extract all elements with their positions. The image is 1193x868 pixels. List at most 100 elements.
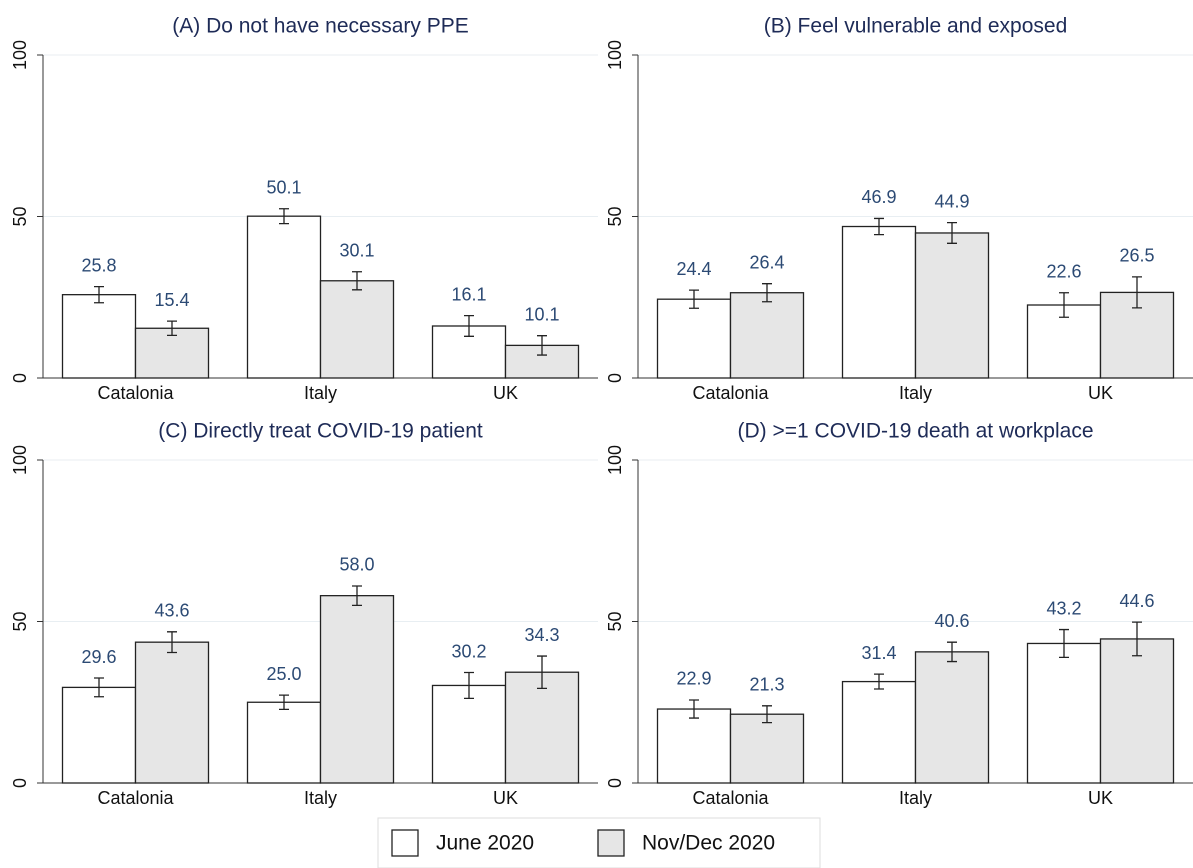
error-bar <box>464 315 474 337</box>
error-bar <box>689 699 699 719</box>
bar <box>656 708 732 784</box>
value-label: 25.0 <box>266 664 301 684</box>
value-label: 10.1 <box>524 304 559 324</box>
bar <box>1026 642 1102 784</box>
bar <box>914 232 990 379</box>
x-tick-label: Catalonia <box>692 788 769 808</box>
chart-title: (B) Feel vulnerable and exposed <box>764 15 1068 38</box>
y-tick-label: 50 <box>10 206 30 226</box>
error-bar <box>947 641 957 663</box>
error-bar <box>94 677 104 698</box>
x-tick-label: Italy <box>304 788 337 808</box>
error-bar <box>874 673 884 690</box>
bar <box>1099 638 1175 784</box>
value-label: 31.4 <box>861 643 896 663</box>
error-bar <box>762 283 772 303</box>
error-bar <box>279 694 289 711</box>
value-label: 25.8 <box>81 255 116 275</box>
value-label: 44.9 <box>934 191 969 211</box>
error-bar <box>689 289 699 309</box>
value-label: 24.4 <box>676 259 711 279</box>
error-bar <box>279 208 289 225</box>
error-bar <box>1059 628 1069 659</box>
x-tick-label: UK <box>1088 383 1113 403</box>
error-bar <box>762 705 772 724</box>
legend-label: June 2020 <box>436 832 534 855</box>
error-bar <box>1132 621 1142 657</box>
x-tick-label: Italy <box>899 383 932 403</box>
y-tick-label: 100 <box>10 40 30 70</box>
value-label: 58.0 <box>339 555 374 575</box>
x-tick-label: UK <box>493 788 518 808</box>
chart-title: (A) Do not have necessary PPE <box>172 15 468 38</box>
value-label: 16.1 <box>451 284 486 304</box>
value-label: 43.6 <box>154 601 189 621</box>
bar <box>504 344 580 379</box>
bar <box>431 684 507 784</box>
y-tick-label: 100 <box>605 445 625 475</box>
error-bar <box>874 217 884 236</box>
error-bar <box>1132 276 1142 309</box>
value-label: 34.3 <box>524 625 559 645</box>
y-tick-label: 50 <box>605 206 625 226</box>
error-bar <box>537 335 547 356</box>
y-tick-label: 50 <box>605 611 625 631</box>
value-label: 15.4 <box>154 290 189 310</box>
bar <box>134 641 210 784</box>
y-tick-label: 100 <box>10 445 30 475</box>
error-bar <box>167 320 177 337</box>
bar <box>246 215 322 379</box>
error-bar <box>352 271 362 291</box>
bar <box>61 294 137 379</box>
bar <box>134 327 210 379</box>
error-bar <box>352 585 362 606</box>
bar <box>729 292 805 379</box>
y-tick-label: 0 <box>10 373 30 383</box>
bar <box>914 651 990 784</box>
bar <box>61 686 137 784</box>
bar <box>319 595 395 784</box>
value-label: 22.9 <box>676 669 711 689</box>
bar <box>841 225 917 379</box>
value-label: 29.6 <box>81 647 116 667</box>
x-tick-label: Italy <box>899 788 932 808</box>
y-tick-label: 0 <box>605 373 625 383</box>
x-tick-label: Italy <box>304 383 337 403</box>
value-label: 26.5 <box>1119 246 1154 266</box>
x-tick-label: Catalonia <box>692 383 769 403</box>
error-bar <box>167 631 177 654</box>
bar <box>504 671 580 784</box>
chart-title: (C) Directly treat COVID-19 patient <box>158 420 483 443</box>
value-label: 22.6 <box>1046 261 1081 281</box>
error-bar <box>464 671 474 700</box>
y-tick-label: 0 <box>10 778 30 788</box>
error-bar <box>537 655 547 690</box>
legend-label: Nov/Dec 2020 <box>642 832 775 855</box>
x-tick-label: UK <box>1088 788 1113 808</box>
value-label: 43.2 <box>1046 598 1081 618</box>
value-label: 44.6 <box>1119 591 1154 611</box>
error-bar <box>94 285 104 304</box>
bar <box>656 298 732 379</box>
chart-title: (D) >=1 COVID-19 death at workplace <box>738 420 1094 443</box>
value-label: 40.6 <box>934 611 969 631</box>
bar <box>841 680 917 784</box>
y-tick-label: 100 <box>605 40 625 70</box>
error-bar <box>947 221 957 244</box>
bar <box>246 701 322 784</box>
value-label: 46.9 <box>861 187 896 207</box>
y-tick-label: 50 <box>10 611 30 631</box>
value-label: 21.3 <box>749 675 784 695</box>
value-label: 50.1 <box>266 177 301 197</box>
bar <box>729 713 805 784</box>
y-tick-label: 0 <box>605 778 625 788</box>
value-label: 26.4 <box>749 252 784 272</box>
legend-swatch <box>391 829 419 857</box>
error-bar <box>1059 292 1069 318</box>
x-tick-label: Catalonia <box>97 788 174 808</box>
x-tick-label: Catalonia <box>97 383 174 403</box>
bar <box>319 280 395 379</box>
x-tick-label: UK <box>493 383 518 403</box>
value-label: 30.1 <box>339 240 374 260</box>
